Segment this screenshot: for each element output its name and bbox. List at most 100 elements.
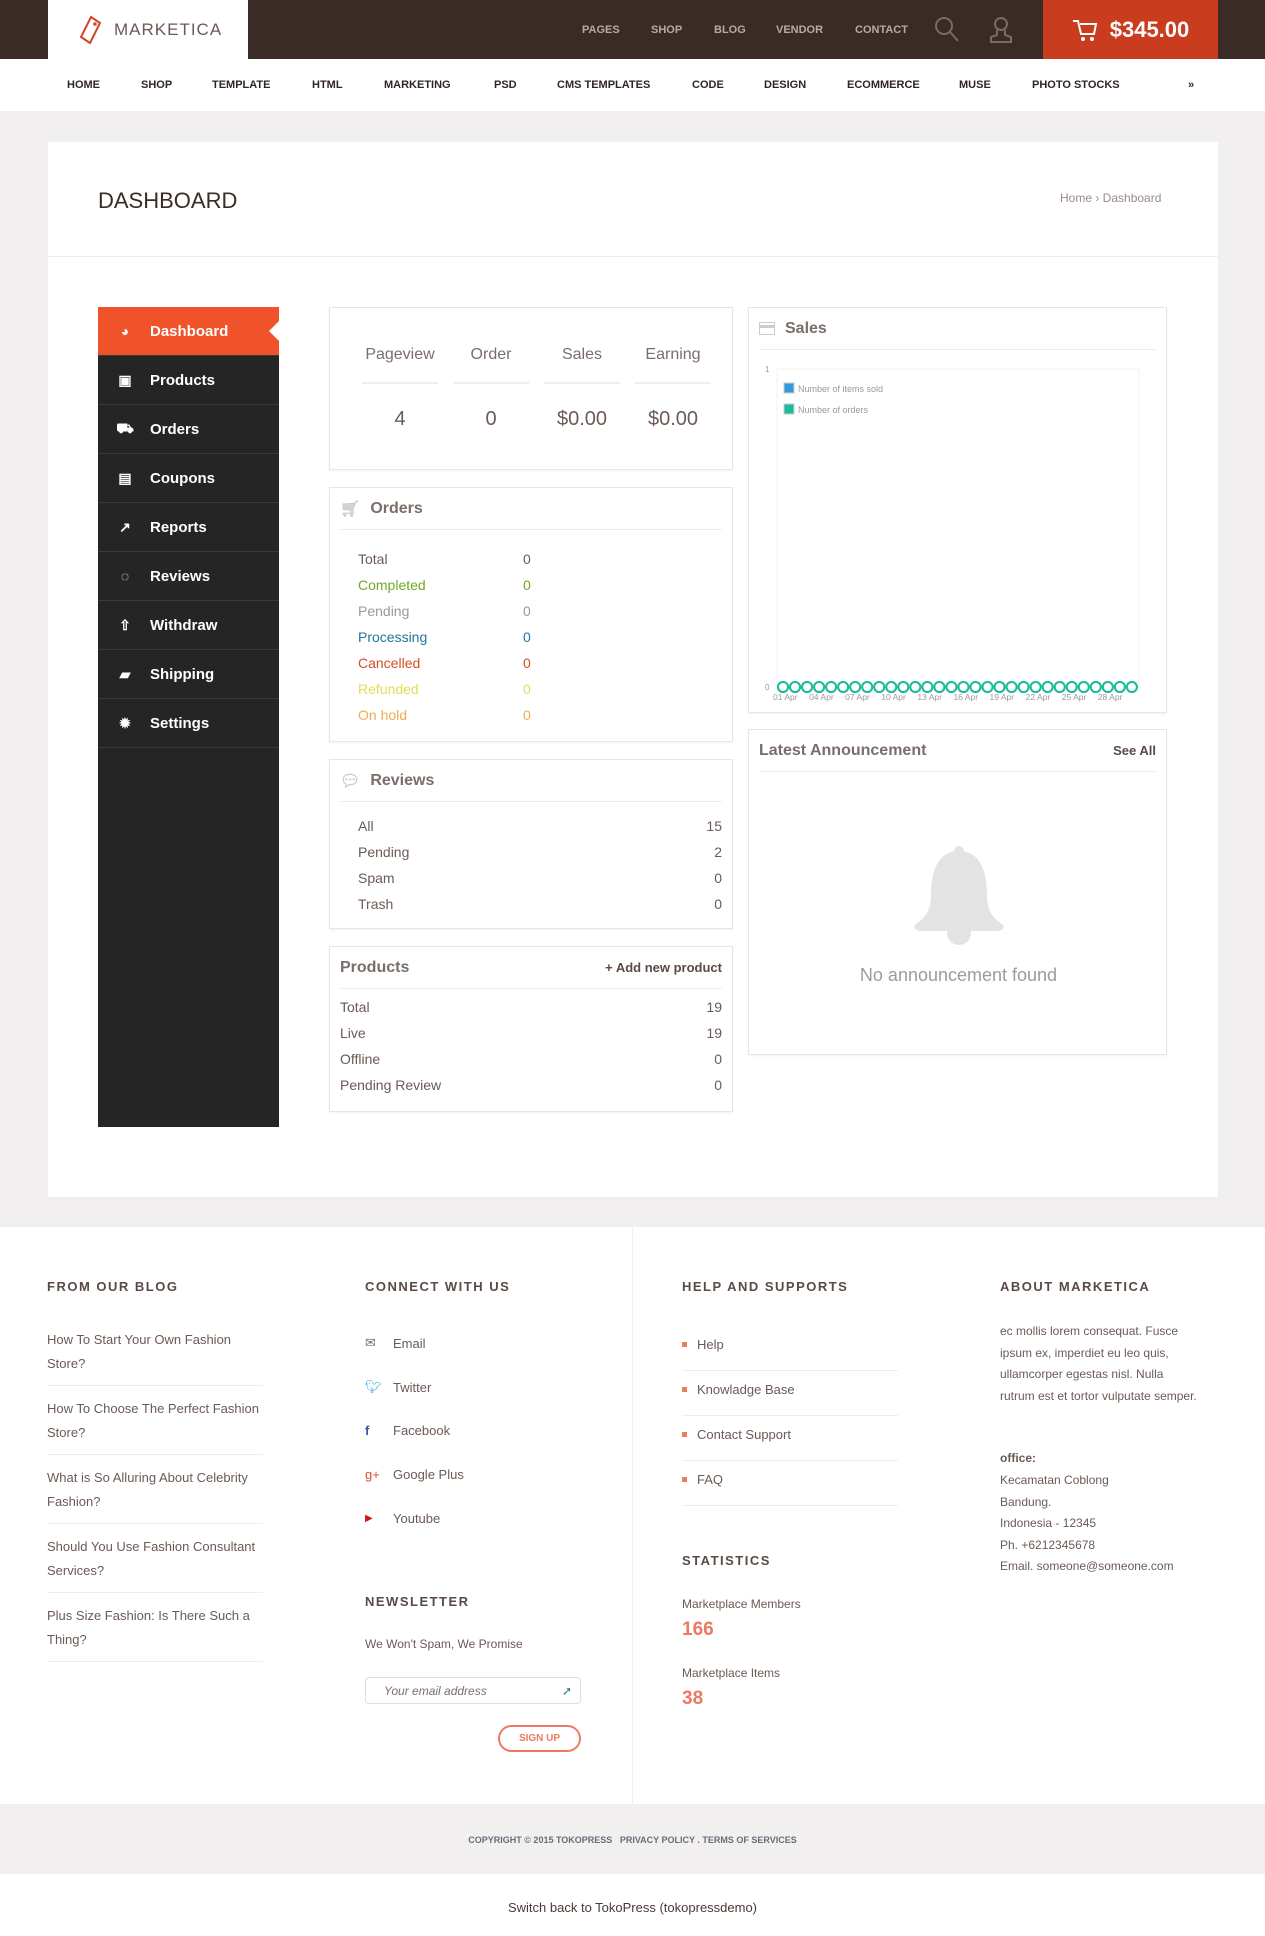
search-icon[interactable] xyxy=(934,16,960,44)
row-label[interactable]: Spam xyxy=(358,870,395,886)
top-link-vendor[interactable]: VENDOR xyxy=(776,23,824,36)
row-label[interactable]: Completed xyxy=(358,577,426,593)
row-label[interactable]: Offline xyxy=(340,1051,381,1067)
switch-back-link[interactable]: Switch back to TokoPress (tokopressdemo) xyxy=(507,1900,758,1915)
stats-panel: Pageview 4 Order 0 Sales $0.00 Earning $… xyxy=(329,307,733,470)
address-line: Indonesia - 12345 xyxy=(1000,1516,1097,1530)
row-label[interactable]: Total xyxy=(340,999,370,1015)
row-label[interactable]: Total xyxy=(358,551,388,567)
nav-photo-stocks[interactable]: PHOTO STOCKS xyxy=(1032,79,1120,91)
nav-cms-templates[interactable]: CMS TEMPLATES xyxy=(557,79,651,91)
footer-heading: NEWSLETTER xyxy=(365,1594,470,1609)
row-label[interactable]: Pending Review xyxy=(340,1077,442,1093)
cart-icon: 🛒︎ xyxy=(340,500,361,518)
row-value: 19 xyxy=(706,1025,722,1041)
policy-links[interactable]: PRIVACY POLICY . TERMS OF SERVICES xyxy=(619,1835,797,1845)
row-label[interactable]: Trash xyxy=(358,896,394,912)
help-link[interactable]: Help xyxy=(682,1326,898,1371)
top-link-contact[interactable]: CONTACT xyxy=(855,23,908,36)
nav-more-chevron-icon[interactable]: » xyxy=(1188,79,1195,91)
x-tick-label: 25 Apr xyxy=(1062,692,1087,702)
blog-post-link[interactable]: What is So Alluring About Celebrity Fash… xyxy=(47,1466,263,1524)
stat-label: Sales xyxy=(544,346,620,384)
social-label: Youtube xyxy=(393,1511,441,1526)
nav-marketing[interactable]: MARKETING xyxy=(384,79,451,91)
cart-button[interactable]: $345.00 xyxy=(1043,0,1218,59)
blog-post-link[interactable]: How To Choose The Perfect Fashion Store? xyxy=(47,1397,263,1455)
nav-ecommerce[interactable]: ECOMMERCE xyxy=(847,79,920,91)
products-header: Products + Add new product xyxy=(340,947,722,989)
data-point xyxy=(969,681,982,693)
office-address: Kecamatan Coblong Bandung. Indonesia - 1… xyxy=(1000,1470,1174,1578)
nav-design[interactable]: DESIGN xyxy=(764,79,807,91)
row-label[interactable]: Refunded xyxy=(358,681,419,697)
blog-post-link[interactable]: Should You Use Fashion Consultant Servic… xyxy=(47,1535,263,1593)
stat-label: Pageview xyxy=(362,346,438,384)
about-text: ec mollis lorem consequat. Fusce ipsum e… xyxy=(1000,1324,1197,1403)
sidebar-item-label: Settings xyxy=(150,714,210,732)
nav-code[interactable]: CODE xyxy=(692,79,724,91)
orders-header: 🛒︎ Orders xyxy=(340,488,722,530)
nav-html[interactable]: HTML xyxy=(312,79,343,91)
see-all-link[interactable]: See All xyxy=(1113,743,1156,758)
social-youtube[interactable]: ▶ Youtube xyxy=(365,1511,440,1526)
row-label[interactable]: Cancelled xyxy=(358,655,421,671)
sidebar-item-withdraw[interactable]: ⇧ Withdraw xyxy=(98,601,279,650)
stat-value: $0.00 xyxy=(556,408,608,430)
add-new-product-link[interactable]: + Add new product xyxy=(605,960,722,975)
nav-psd[interactable]: PSD xyxy=(494,79,517,91)
data-point xyxy=(813,681,826,693)
social-email[interactable]: ✉ Email xyxy=(365,1335,426,1351)
row-label[interactable]: On hold xyxy=(358,707,408,723)
sidebar-item-label: Reports xyxy=(150,518,207,536)
social-twitter[interactable]: 🐦︎ Twitter xyxy=(365,1379,431,1395)
social-label: Email xyxy=(393,1335,426,1351)
help-link[interactable]: FAQ xyxy=(682,1461,898,1506)
help-link[interactable]: Contact Support xyxy=(682,1416,898,1461)
members-label: Marketplace Members xyxy=(682,1597,801,1611)
breadcrumb[interactable]: Home › Dashboard xyxy=(1060,191,1162,205)
row-label[interactable]: Pending xyxy=(358,844,410,860)
social-google-plus[interactable]: g+ Google Plus xyxy=(365,1467,464,1482)
nav-template[interactable]: TEMPLATE xyxy=(212,79,271,91)
row-label[interactable]: Processing xyxy=(358,629,428,645)
sidebar-item-coupons[interactable]: ▤ Coupons xyxy=(98,454,279,503)
products-panel: Products + Add new product Total 19 Live 19 O… xyxy=(329,946,733,1112)
social-facebook[interactable]: f Facebook xyxy=(365,1423,450,1438)
sign-up-button[interactable]: SIGN UP xyxy=(498,1725,581,1752)
user-icon[interactable] xyxy=(988,15,1014,45)
sidebar-item-reports[interactable]: ↗ Reports xyxy=(98,503,279,552)
sidebar-item-orders[interactable]: ⛟ Orders xyxy=(98,405,279,454)
envelope-icon: ✉ xyxy=(365,1335,376,1350)
briefcase-icon: ▣ xyxy=(118,371,132,388)
nav-muse[interactable]: MUSE xyxy=(959,79,991,91)
row-value: 0 xyxy=(523,629,531,645)
help-link[interactable]: Knowladge Base xyxy=(682,1371,898,1416)
bullet-icon xyxy=(682,1431,687,1437)
nav-home[interactable]: HOME xyxy=(67,79,100,91)
logo[interactable]: MARKETICA xyxy=(48,0,248,59)
top-link-pages[interactable]: PAGES xyxy=(582,23,620,36)
switch-back-bar: Switch back to TokoPress (tokopressdemo) xyxy=(0,1874,1265,1936)
row-label[interactable]: All xyxy=(358,818,374,834)
row-label[interactable]: Pending xyxy=(358,603,410,619)
blog-post-link[interactable]: How To Start Your Own Fashion Store? xyxy=(47,1328,263,1386)
legend-label: Number of items sold xyxy=(798,384,883,394)
row-label[interactable]: Live xyxy=(340,1025,366,1041)
dashboard-sidebar: ◕ Dashboard ▣ Products ⛟ Orders ▤ Coupons ↗ R… xyxy=(98,307,279,1127)
newsletter-email-input[interactable]: Your email address ➚ xyxy=(365,1677,581,1704)
sidebar-item-products[interactable]: ▣ Products xyxy=(98,356,279,405)
sidebar-item-shipping[interactable]: ▰ Shipping xyxy=(98,650,279,699)
nav-shop[interactable]: SHOP xyxy=(141,79,173,91)
blog-post-link[interactable]: Plus Size Fashion: Is There Such a Thing… xyxy=(47,1604,263,1662)
y-tick-label: 1 xyxy=(765,365,770,374)
sidebar-item-dashboard[interactable]: ◕ Dashboard xyxy=(98,307,279,356)
sidebar-item-reviews[interactable]: ◌ Reviews xyxy=(98,552,279,601)
sidebar-item-settings[interactable]: ✹ Settings xyxy=(98,699,279,748)
address-line[interactable]: Email. someone@someone.com xyxy=(1000,1559,1174,1573)
row-value: 0 xyxy=(714,896,722,912)
top-link-shop[interactable]: SHOP xyxy=(651,23,683,36)
main-nav: HOME SHOP TEMPLATE HTML MARKETING PSD CM… xyxy=(0,59,1265,111)
top-link-blog[interactable]: BLOG xyxy=(714,23,746,36)
sales-panel: Sales 0 1 01 Apr 04 Apr 07 Apr 10 Apr 13 Apr 16… xyxy=(748,307,1167,713)
